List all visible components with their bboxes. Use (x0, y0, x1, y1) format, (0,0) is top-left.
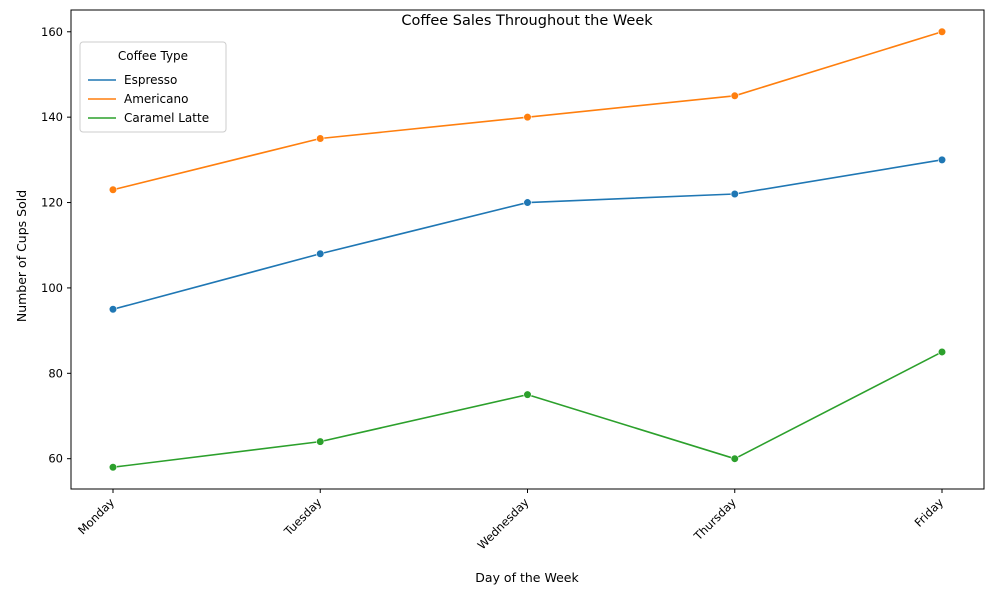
data-point (108, 185, 118, 194)
data-point (730, 91, 739, 100)
data-point (937, 27, 947, 36)
legend: Coffee Type Espresso Americano Caramel Latt… (79, 41, 227, 133)
data-point (316, 249, 325, 258)
series-caramel-latte (108, 347, 947, 472)
y-axis-label: Number of Cups Sold (14, 190, 29, 322)
data-point (108, 463, 118, 472)
data-point (523, 113, 532, 122)
data-point (108, 305, 118, 314)
data-point (937, 155, 947, 164)
y-tick-label: 160 (41, 25, 63, 39)
data-point (523, 198, 532, 207)
series-americano (108, 27, 947, 194)
series-espresso (108, 155, 947, 314)
y-tick-label: 100 (41, 281, 63, 295)
data-point (730, 189, 739, 199)
data-point (316, 134, 325, 143)
y-tick-label: 140 (41, 110, 63, 124)
y-tick-label: 80 (48, 366, 63, 380)
legend-label: Espresso (124, 73, 177, 87)
legend-label: Americano (124, 92, 188, 106)
legend-box (79, 41, 227, 133)
data-point (523, 390, 532, 399)
x-axis-label: Day of the Week (475, 570, 579, 585)
y-tick-label: 120 (41, 196, 63, 210)
data-point (316, 437, 325, 446)
data-point (937, 347, 947, 357)
legend-title: Coffee Type (118, 49, 188, 63)
series-layer (108, 27, 947, 472)
y-tick-label: 60 (48, 452, 63, 466)
chart-title: Coffee Sales Throughout the Week (401, 13, 653, 29)
legend-label: Caramel Latte (124, 111, 209, 125)
data-point (730, 454, 739, 463)
